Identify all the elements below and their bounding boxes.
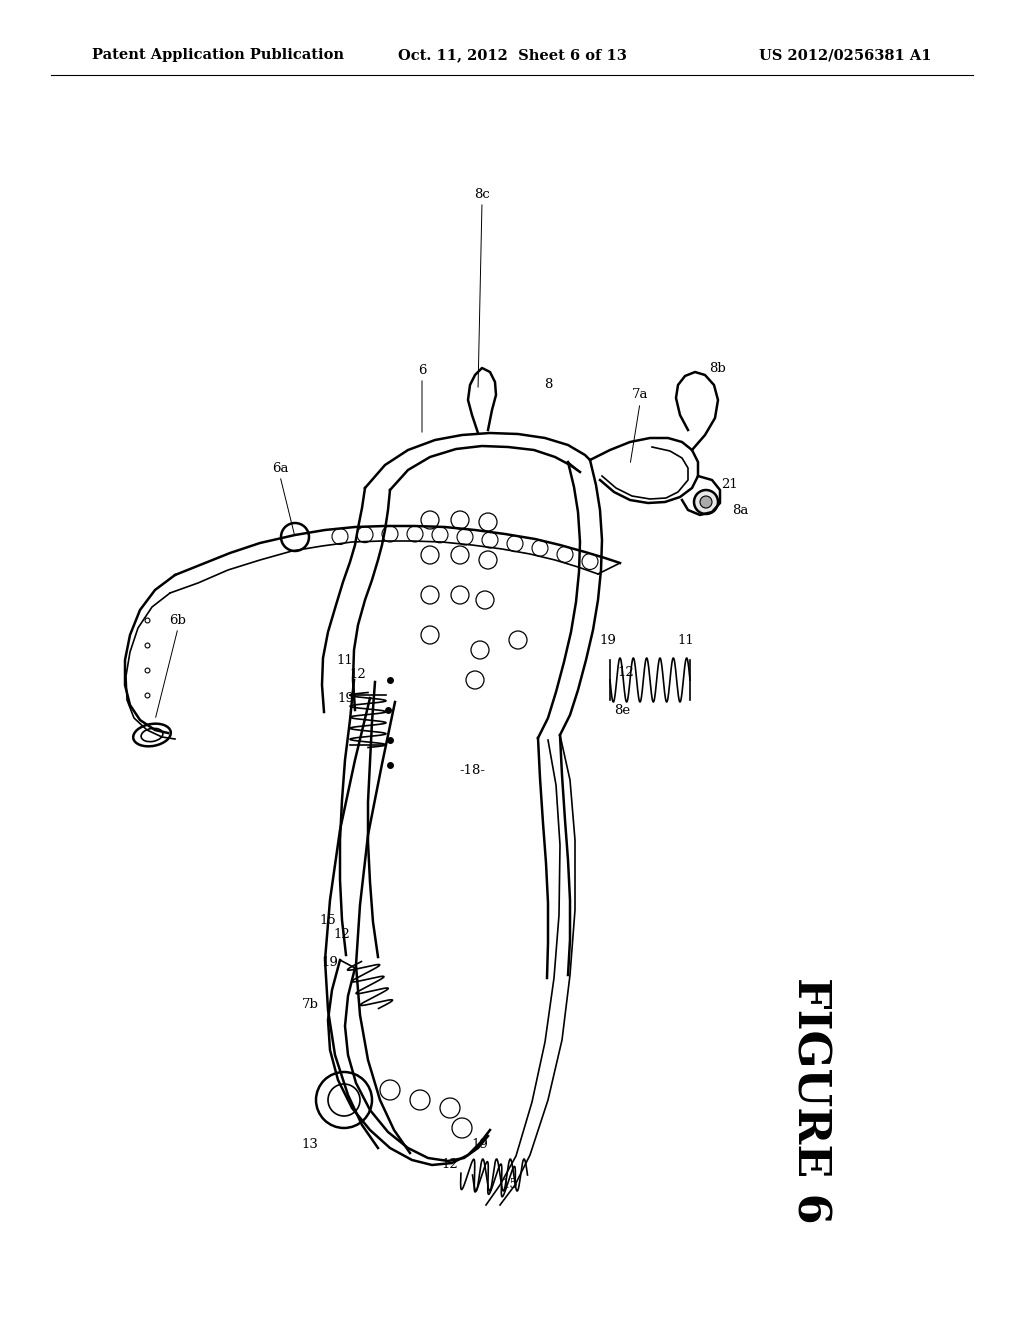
Text: 12: 12 (349, 668, 367, 681)
Text: FIGURE 6: FIGURE 6 (788, 977, 831, 1224)
Text: 19: 19 (338, 692, 354, 705)
Text: 15: 15 (319, 913, 336, 927)
Text: 7a: 7a (632, 388, 648, 401)
Text: 13: 13 (301, 1138, 318, 1151)
Circle shape (694, 490, 718, 513)
Text: 12: 12 (441, 1159, 459, 1172)
Text: 8: 8 (544, 379, 552, 392)
Text: 11: 11 (678, 634, 694, 647)
Text: 8b: 8b (710, 362, 726, 375)
Text: 19: 19 (600, 634, 616, 647)
Text: 12: 12 (617, 665, 635, 678)
Text: Oct. 11, 2012  Sheet 6 of 13: Oct. 11, 2012 Sheet 6 of 13 (397, 49, 627, 62)
Text: 19: 19 (472, 1138, 488, 1151)
Text: 6a: 6a (271, 462, 288, 474)
Text: 11: 11 (337, 653, 353, 667)
Text: 12: 12 (334, 928, 350, 941)
Text: 8a: 8a (732, 503, 749, 516)
Circle shape (700, 496, 712, 508)
Text: 8e: 8e (614, 704, 630, 717)
Text: 15: 15 (502, 1179, 518, 1192)
Text: 6b: 6b (170, 614, 186, 627)
Text: 19: 19 (322, 956, 339, 969)
Text: 6: 6 (418, 363, 426, 376)
Text: US 2012/0256381 A1: US 2012/0256381 A1 (760, 49, 932, 62)
Text: 21: 21 (722, 479, 738, 491)
Text: 8c: 8c (474, 189, 489, 202)
Text: -18-: -18- (459, 763, 485, 776)
Text: Patent Application Publication: Patent Application Publication (92, 49, 344, 62)
Text: 7b: 7b (301, 998, 318, 1011)
